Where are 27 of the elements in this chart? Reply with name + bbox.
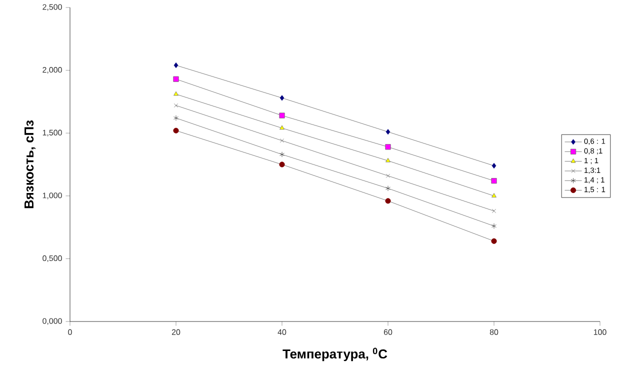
- point: [280, 125, 284, 130]
- point: [492, 193, 496, 198]
- point: [174, 103, 178, 108]
- point: [279, 162, 285, 168]
- point: [386, 174, 390, 178]
- point: [173, 76, 179, 82]
- point: [280, 138, 284, 143]
- point: [492, 162, 496, 169]
- point: [173, 128, 179, 134]
- line-series: [174, 103, 496, 213]
- point: [174, 91, 178, 96]
- point: [385, 144, 391, 150]
- point: [385, 198, 391, 204]
- point: [279, 112, 285, 118]
- y-axis-title: Вязкость, сПз: [24, 120, 36, 208]
- point: [386, 186, 390, 192]
- point: [492, 223, 496, 229]
- point: [491, 238, 497, 244]
- x-axis-title: Температура, $^{0}$C: [282, 348, 388, 362]
- point: [386, 129, 390, 135]
- point: [174, 62, 178, 68]
- point: [174, 115, 178, 121]
- point: [491, 178, 497, 184]
- point: [280, 152, 284, 158]
- point: [280, 95, 284, 101]
- point: [492, 208, 496, 213]
- point: [386, 158, 390, 162]
